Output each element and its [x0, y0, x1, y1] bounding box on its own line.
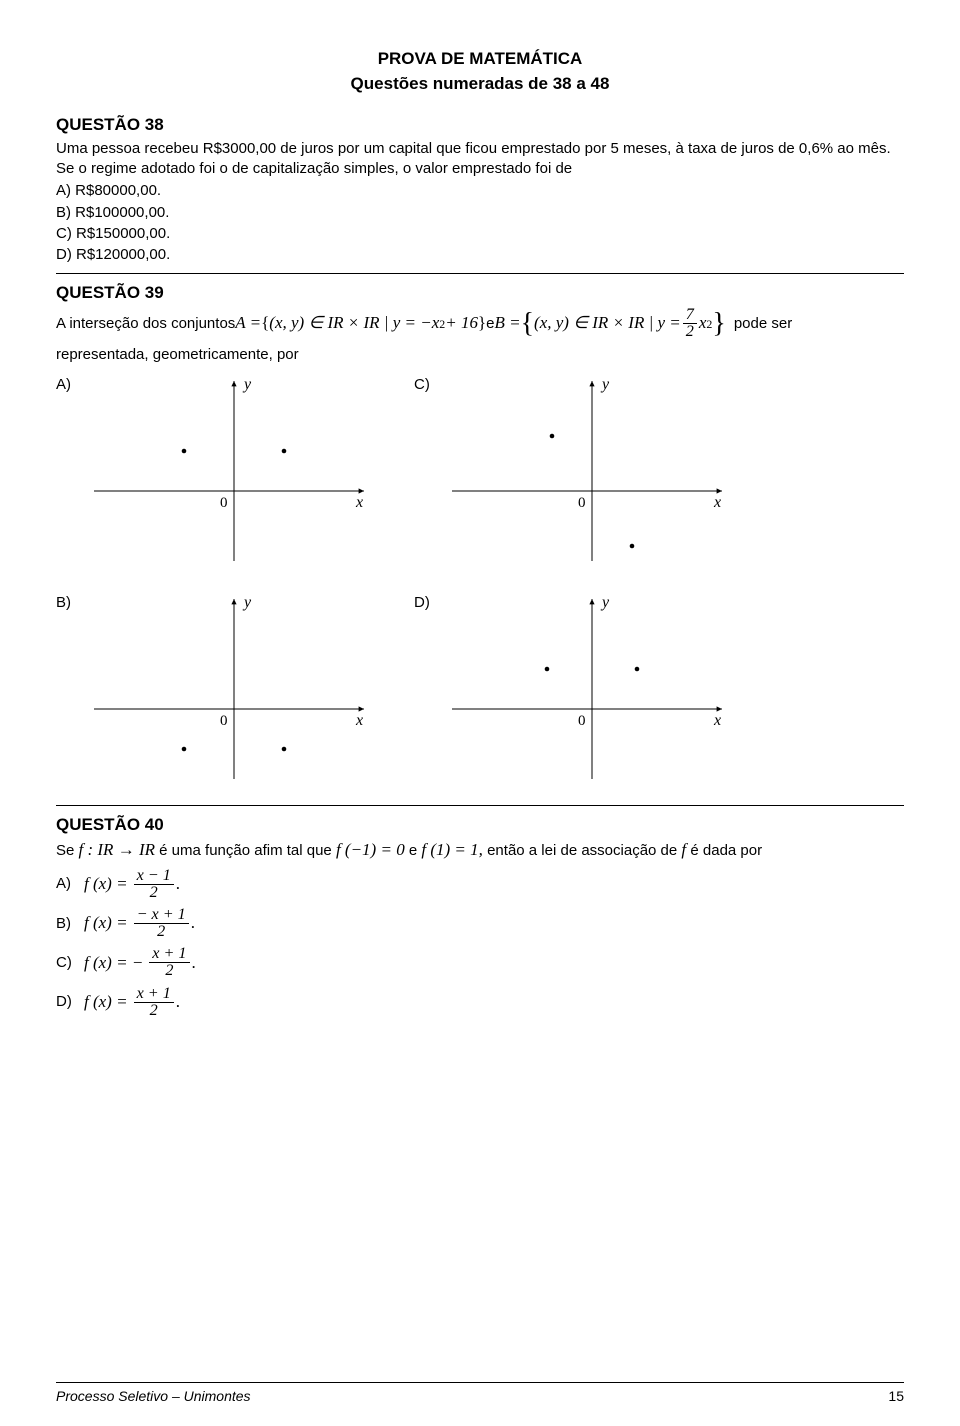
q40-c1: f (−1) = 0	[336, 840, 405, 859]
q39-chartgrid: A) y x 0 C) y x 0 B) y x 0 D) y x 0	[56, 371, 904, 789]
q38-options: A) R$80000,00. B) R$100000,00. C) R$1500…	[56, 181, 904, 265]
q40-c-frac: x + 1 2	[149, 946, 189, 979]
brace-open-a: {	[261, 312, 269, 335]
q39-row1: A) y x 0 C) y x 0	[56, 371, 904, 571]
q38-body: Uma pessoa recebeu R$3000,00 de juros po…	[56, 139, 904, 180]
q40-d-frac: x + 1 2	[134, 986, 174, 1019]
q38-heading: QUESTÃO 38	[56, 114, 904, 137]
q39-label-c: C)	[414, 371, 442, 395]
q40-c-tail: .	[192, 952, 196, 975]
q39-setA-body: (x, y) ∈ IR × IR | y = −x	[269, 312, 439, 335]
q39-conj: e	[486, 314, 494, 334]
svg-text:y: y	[600, 594, 610, 611]
q40-opt-a: A) f (x) = x − 1 2 .	[56, 868, 904, 901]
q40-mid: é uma função afim tal que	[159, 842, 336, 859]
q40-b-tail: .	[191, 912, 195, 935]
q38-opt-d: D) R$120000,00.	[56, 245, 904, 265]
page-number: 15	[888, 1387, 904, 1406]
q39-chart-a: y x 0	[84, 371, 374, 571]
q40-body: Se f : IR → IR é uma função afim tal que…	[56, 839, 904, 862]
svg-text:x: x	[713, 712, 721, 729]
divider	[56, 273, 904, 274]
q39-chart-c: y x 0	[442, 371, 732, 571]
q40-b-num: − x + 1	[134, 907, 189, 924]
q39-setA-tail: + 16	[445, 312, 478, 335]
q39-rep: representada, geometricamente, por	[56, 345, 904, 365]
q39-frac: 7 2	[683, 307, 697, 340]
q40-heading: QUESTÃO 40	[56, 814, 904, 837]
q40-b-fx: f (x) =	[84, 912, 128, 935]
q40-d-lbl: D)	[56, 992, 84, 1012]
q40-a-lbl: A)	[56, 874, 84, 894]
q39-cell-c: C) y x 0	[414, 371, 732, 571]
q39-label-b: B)	[56, 589, 84, 613]
q39-label-d: D)	[414, 589, 442, 613]
svg-text:y: y	[242, 376, 252, 393]
q40-a-frac: x − 1 2	[134, 868, 174, 901]
svg-text:0: 0	[220, 713, 228, 729]
q39-pode-ser: pode ser	[734, 314, 792, 334]
q39-row2: B) y x 0 D) y x 0	[56, 589, 904, 789]
q40-pre: Se	[56, 842, 79, 859]
page-footer: Processo Seletivo – Unimontes 15	[56, 1382, 904, 1406]
svg-text:y: y	[600, 376, 610, 393]
q39-cell-d: D) y x 0	[414, 589, 732, 789]
svg-text:0: 0	[578, 495, 586, 511]
svg-text:x: x	[355, 712, 363, 729]
q40-c-num: x + 1	[149, 946, 189, 963]
q40-opt-d: D) f (x) = x + 1 2 .	[56, 986, 904, 1019]
q40-func: f : IR → IR	[79, 840, 155, 859]
page-subtitle: Questões numeradas de 38 a 48	[56, 73, 904, 96]
q40-and: e	[409, 842, 422, 859]
q39-setA-lhs: A =	[235, 312, 261, 335]
q40-opt-c: C) f (x) = − x + 1 2 .	[56, 946, 904, 979]
q39-intro: A interseção dos conjuntos	[56, 314, 235, 334]
frac-num: 7	[683, 307, 697, 324]
q40-options: A) f (x) = x − 1 2 . B) f (x) = − x + 1 …	[56, 868, 904, 1019]
page-title: PROVA DE MATEMÁTICA	[56, 48, 904, 71]
q38-opt-c: C) R$150000,00.	[56, 224, 904, 244]
q40-a-den: 2	[134, 885, 174, 901]
q40-c2: f (1) = 1,	[421, 840, 483, 859]
svg-text:x: x	[713, 494, 721, 511]
q40-d-num: x + 1	[134, 986, 174, 1003]
frac-den: 2	[683, 324, 697, 340]
q40-end: é dada por	[690, 842, 762, 859]
q40-b-den: 2	[134, 924, 189, 940]
svg-text:y: y	[242, 594, 252, 611]
q39-cell-b: B) y x 0	[56, 589, 374, 789]
q40-post: então a lei de associação de	[487, 842, 681, 859]
svg-text:0: 0	[220, 495, 228, 511]
q39-label-a: A)	[56, 371, 84, 395]
q40-d-den: 2	[134, 1003, 174, 1019]
q40-a-fx: f (x) =	[84, 873, 128, 896]
q39-chart-b: y x 0	[84, 589, 374, 789]
q39-setB-lhs: B =	[494, 312, 520, 335]
q39-statement: A interseção dos conjuntos A = { (x, y) …	[56, 307, 904, 340]
q40-d-tail: .	[176, 991, 180, 1014]
q40-c-lbl: C)	[56, 953, 84, 973]
q39-heading: QUESTÃO 39	[56, 282, 904, 305]
q39-setB-body: (x, y) ∈ IR × IR | y =	[534, 312, 681, 335]
q40-c-fx: f (x) = −	[84, 952, 143, 975]
q40-a-num: x − 1	[134, 868, 174, 885]
q39-chart-d: y x 0	[442, 589, 732, 789]
q39-cell-a: A) y x 0	[56, 371, 374, 571]
q40-c-den: 2	[149, 963, 189, 979]
q40-d-fx: f (x) =	[84, 991, 128, 1014]
q39-setB-tail: x	[699, 312, 707, 335]
q38-opt-a: A) R$80000,00.	[56, 181, 904, 201]
svg-text:0: 0	[578, 713, 586, 729]
footer-left: Processo Seletivo – Unimontes	[56, 1387, 251, 1406]
brace-close-a: }	[478, 312, 486, 335]
q38-opt-b: B) R$100000,00.	[56, 203, 904, 223]
q40-opt-b: B) f (x) = − x + 1 2 .	[56, 907, 904, 940]
q40-a-tail: .	[176, 873, 180, 896]
q40-b-lbl: B)	[56, 914, 84, 934]
divider-2	[56, 805, 904, 806]
svg-text:x: x	[355, 494, 363, 511]
q40-b-frac: − x + 1 2	[134, 907, 189, 940]
